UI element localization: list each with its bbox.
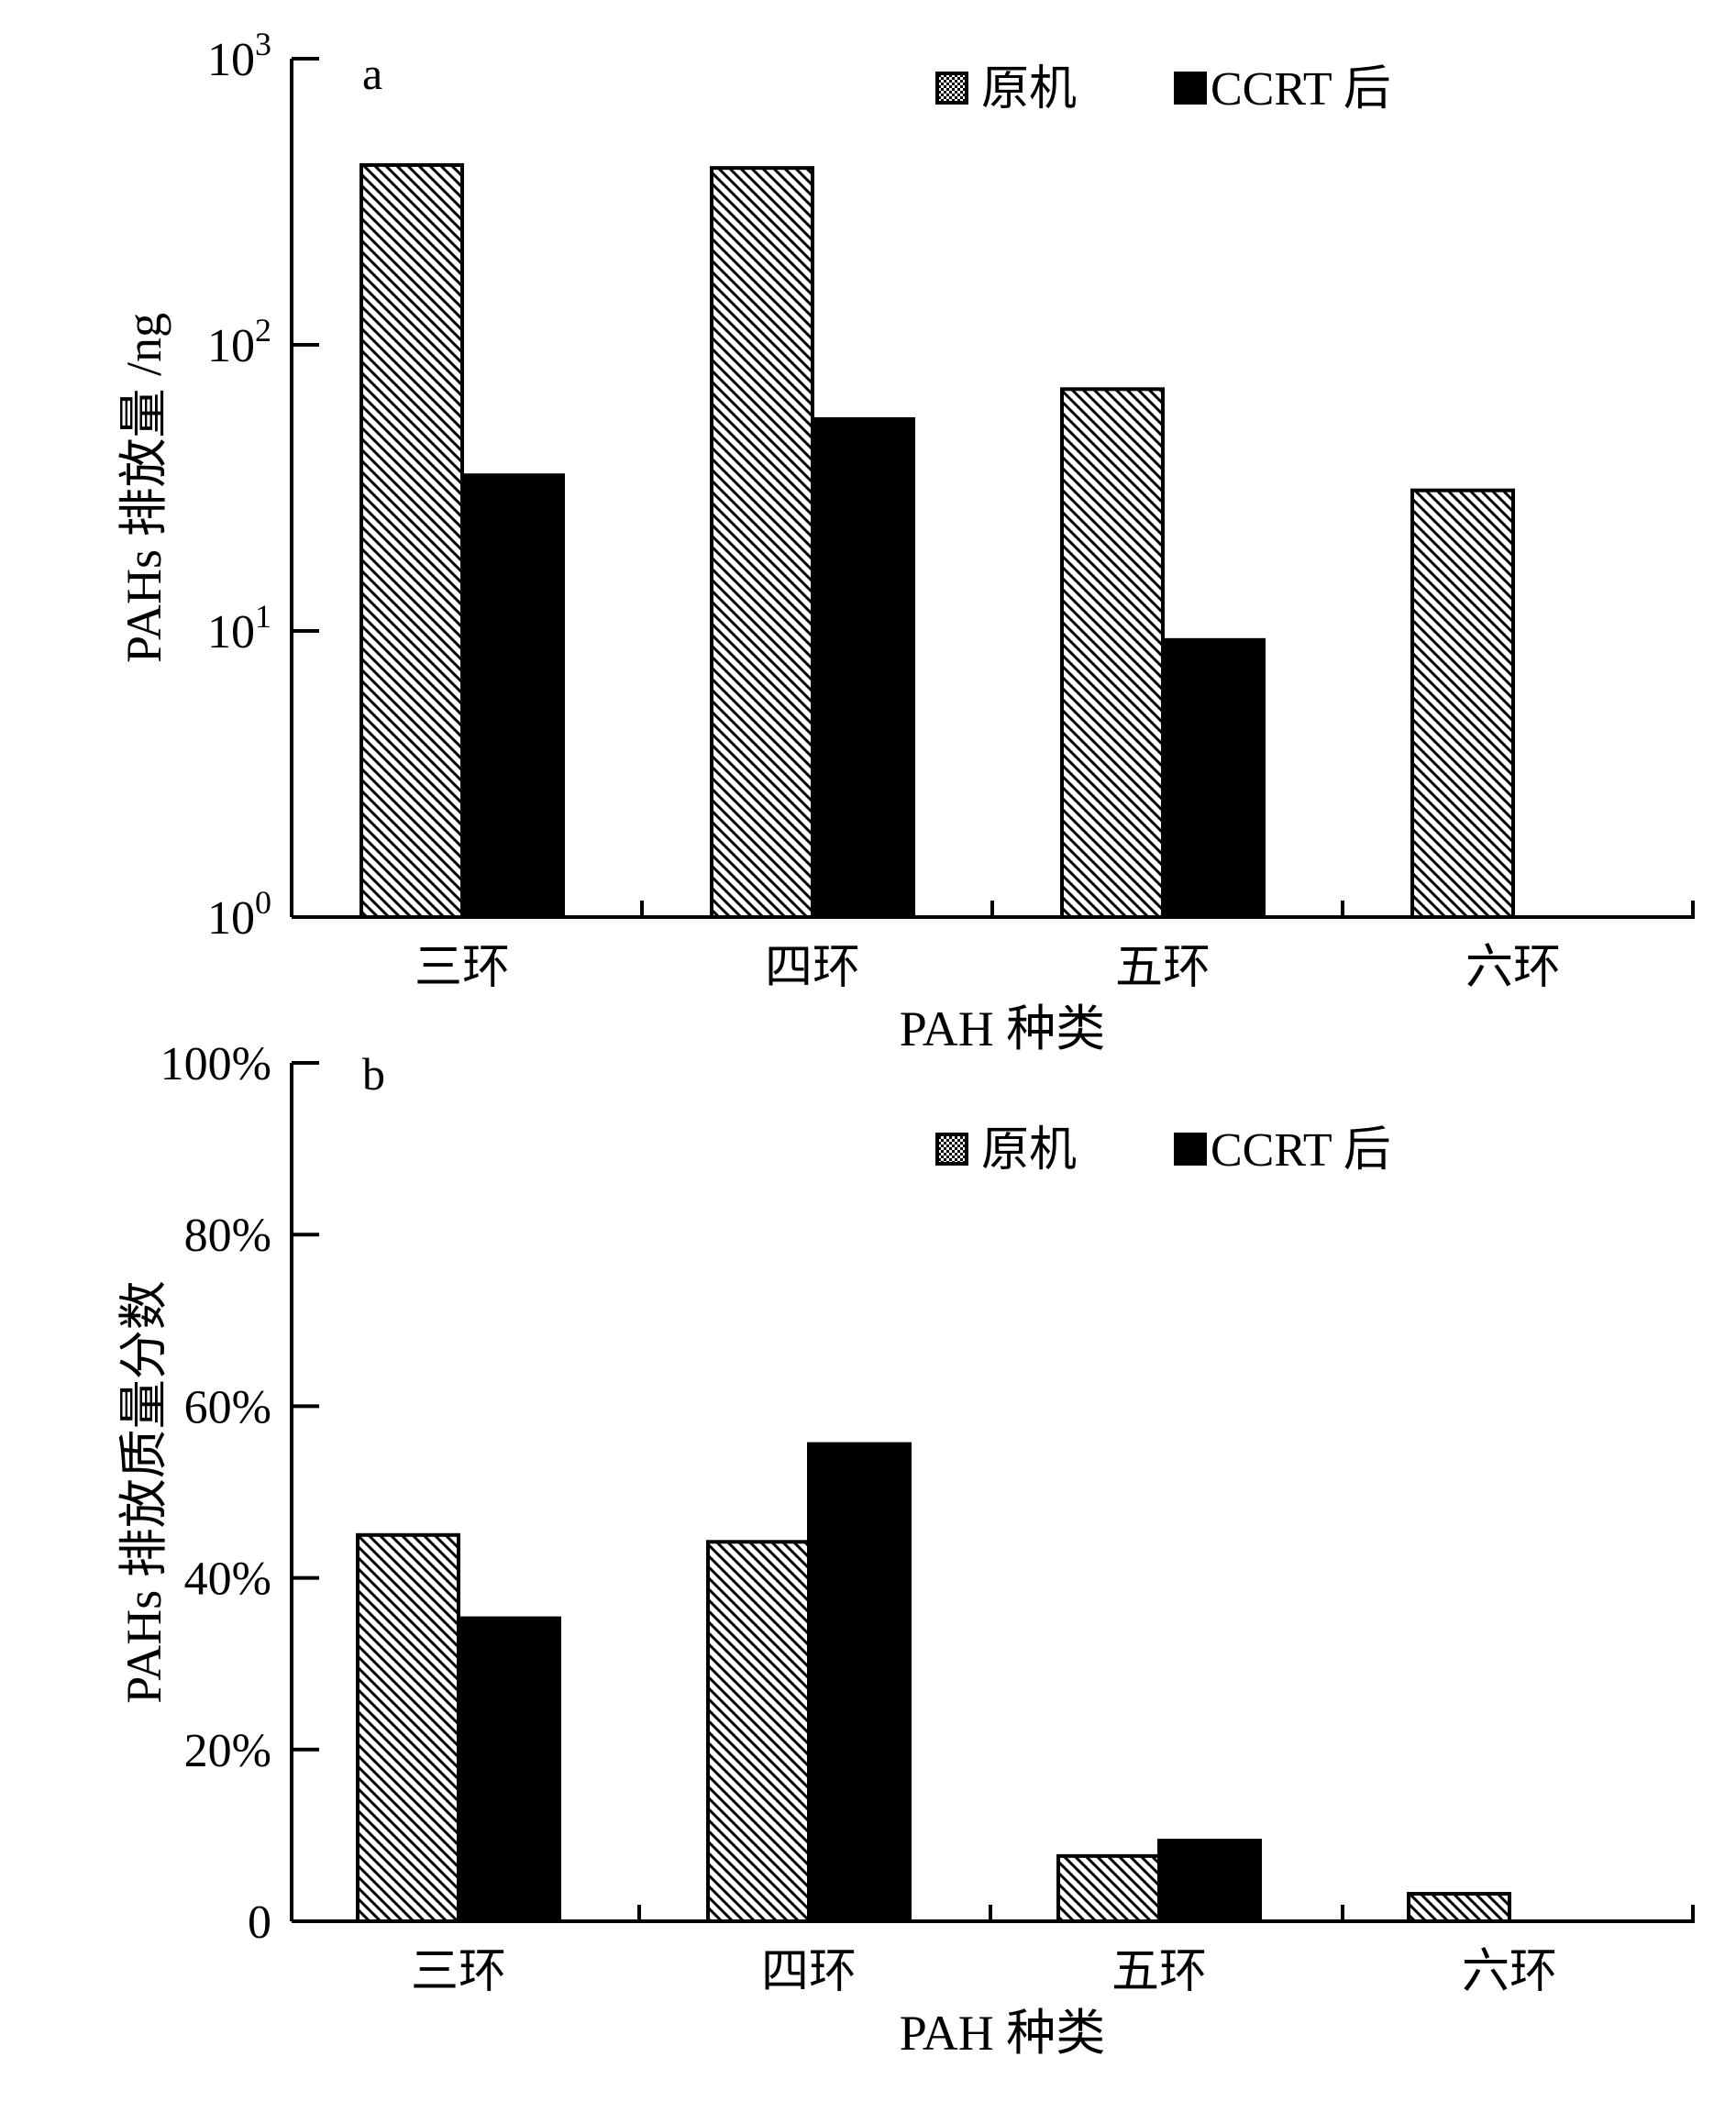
- legend: 原机 CCRT 后: [935, 1124, 1391, 1177]
- bar-original-1: [356, 1532, 460, 1924]
- x-tick-label: 三环: [411, 1946, 506, 1998]
- x-tick-label: 四环: [765, 942, 860, 994]
- x-tick-label: 五环: [1115, 942, 1211, 994]
- y-tick-label: 20%: [184, 1725, 271, 1777]
- y-tick-label: 0: [248, 1896, 271, 1949]
- bar-ccrt-1: [460, 473, 565, 920]
- legend-label-original: 原机: [981, 63, 1077, 116]
- y-tick-label: 102: [207, 312, 271, 372]
- bar-original-1: [359, 162, 464, 920]
- legend-swatch-original: [935, 1133, 968, 1166]
- bar-ccrt-1: [457, 1616, 561, 1924]
- x-tick-label: 五环: [1111, 1946, 1207, 1998]
- bar-ccrt-2: [807, 1442, 912, 1923]
- x-axis-title: PAH 种类: [900, 1001, 1106, 1056]
- x-axis-title: PAH 种类: [900, 2006, 1106, 2061]
- bar-ccrt-2: [811, 417, 915, 919]
- bar-original-4: [1407, 1892, 1511, 1924]
- x-tick-label: 四环: [761, 1946, 857, 1998]
- bar-original-4: [1410, 488, 1515, 919]
- y-tick-label: 101: [207, 598, 271, 658]
- x-tick-label: 三环: [415, 942, 510, 994]
- legend-label-original: 原机: [981, 1124, 1077, 1177]
- panel-b: 三环 四环 五环 六环 0 20% 40% 60% 80% 100% PAH 种类 PAHs 排放质量…: [116, 1038, 1695, 2061]
- legend-label-ccrt: CCRT 后: [1211, 63, 1391, 116]
- bar-original-3: [1060, 387, 1165, 919]
- legend-swatch-original: [935, 72, 968, 105]
- legend-swatch-ccrt: [1174, 72, 1207, 105]
- y-tick-label: 100%: [160, 1038, 271, 1090]
- panel-label: a: [362, 48, 382, 99]
- bar-ccrt-3: [1161, 637, 1266, 919]
- bar-original-2: [710, 166, 814, 919]
- bar-original-2: [706, 1540, 811, 1923]
- panel-a: 三环 四环 五环 六环 100 101 102 103 PAH 种类 PAHs 排放量 /ng a 原…: [116, 26, 1695, 1056]
- y-tick-label: 100: [207, 884, 271, 945]
- x-tick-label: 六环: [1462, 1946, 1557, 1998]
- legend: 原机 CCRT 后: [935, 63, 1391, 116]
- panel-label: b: [362, 1048, 385, 1100]
- legend-swatch-ccrt: [1174, 1133, 1207, 1166]
- x-tick-label: 六环: [1465, 942, 1561, 994]
- bar-ccrt-3: [1157, 1839, 1262, 1923]
- y-tick-label: 103: [207, 26, 271, 86]
- y-tick-label: 80%: [184, 1210, 271, 1262]
- y-axis-title: PAHs 排放量 /ng: [116, 313, 171, 663]
- legend-label-ccrt: CCRT 后: [1211, 1124, 1391, 1177]
- y-tick-label: 60%: [184, 1381, 271, 1433]
- y-tick-label: 40%: [184, 1554, 271, 1606]
- y-axis-title: PAHs 排放质量分数: [116, 1280, 171, 1704]
- bar-original-3: [1056, 1853, 1161, 1924]
